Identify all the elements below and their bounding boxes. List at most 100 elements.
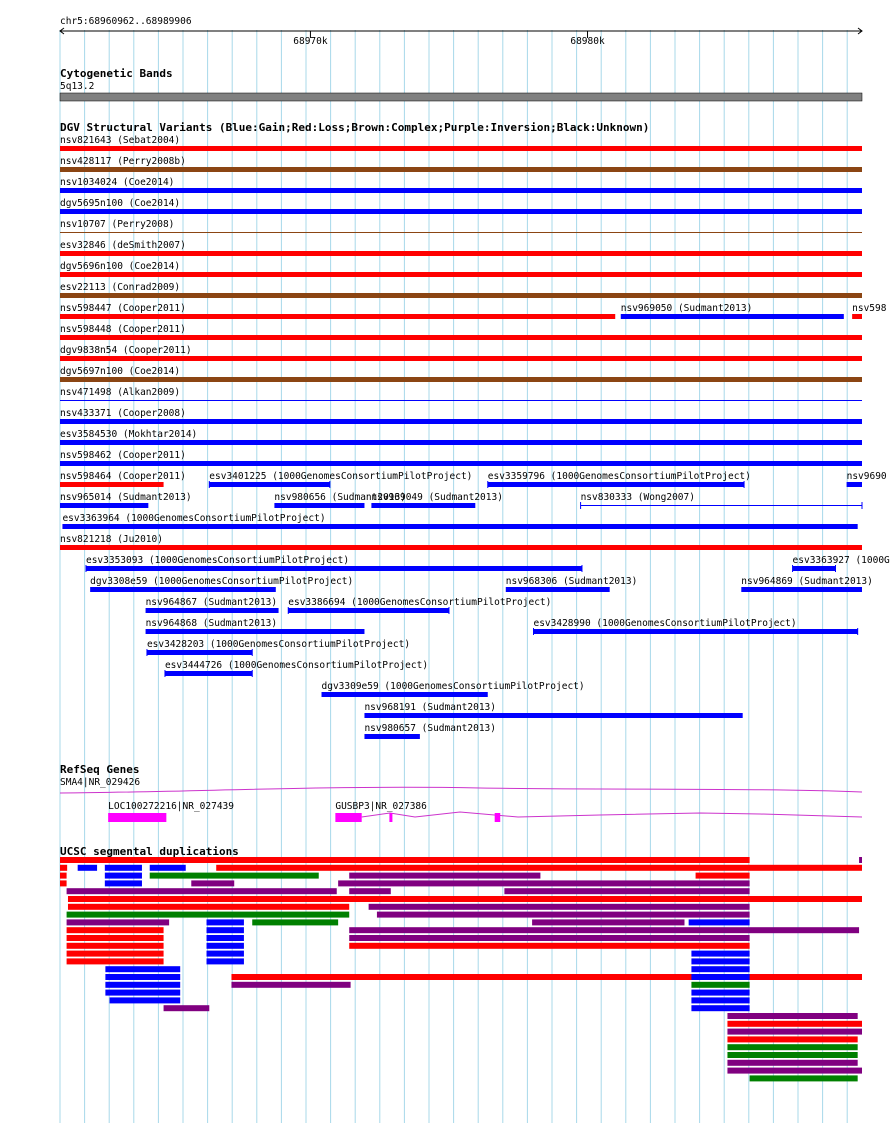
segdup-bar [105,989,181,996]
ruler-axis: 68970k 68980k [59,27,863,47]
segdup-bar [206,942,244,949]
variant-label: nsv965014 (Sudmant2013) [60,492,192,503]
segdup-bar [349,927,860,934]
segdup-bar [77,864,98,871]
variant-bar [60,356,862,361]
variant-label: nsv980656 (Sudmant2013) [274,492,406,503]
gene-label: SMA4|NR_029426 [60,777,140,788]
variant-bar [62,524,858,529]
variant-label: nsv10707 (Perry2008) [60,219,174,230]
variant-label: esv3444726 (1000GenomesConsortiumPilotPr… [165,660,428,671]
variant-bar [145,608,279,613]
gene-exon [335,813,362,822]
variant-bar [60,251,862,256]
segdup-bar [349,872,541,879]
variant-bar [846,482,862,487]
gene-label: LOC100272216|NR_027439 [108,801,234,812]
segdup-bar [67,896,862,902]
variant-label: nsv830333 (Wong2007) [581,492,695,503]
segdup-bar [60,864,68,871]
variant-label: nsv821643 (Sebat2004) [60,135,180,146]
variant-label: nsv9690 [847,471,887,482]
gene-label: GUSBP3|NR_027386 [335,801,427,812]
segdup-bar [691,997,750,1004]
variant-bar [90,587,276,592]
segdup-bar [231,974,862,980]
segdup-bar [368,903,750,910]
variant-bar [60,188,862,193]
segdup-bar [727,1036,858,1043]
variant-label: nsv980657 (Sudmant2013) [364,723,496,734]
segdup-bar [66,942,164,949]
segdup-bar [859,857,862,863]
segdup-bar [231,981,351,988]
variant-label: nsv969049 (Sudmant2013) [371,492,503,503]
segdup-bar [727,1013,858,1019]
variant-label: nsv969050 (Sudmant2013) [621,303,753,314]
dgv-structural-variants-track: DGV Structural Variants (Blue:Gain;Red:L… [60,121,890,739]
ruler-tick-label: 68980k [570,36,605,47]
variant-bar [60,482,164,487]
segdup-bar [66,927,164,934]
segdup-bar [66,935,164,941]
variant-bar [364,713,743,718]
segdup-bar [206,958,244,965]
variant-label: nsv471498 (Alkan2009) [60,387,180,398]
segdup-bar [206,935,244,941]
segdup-bar [206,919,244,926]
segdup-bar [66,919,170,926]
variant-bar [60,314,616,319]
segdup-bar [216,864,862,871]
segdup-bar [66,950,164,957]
variant-label: nsv964867 (Sudmant2013) [146,597,278,608]
variant-bar [321,692,488,697]
segdup-bar [105,981,181,988]
segdup-bar [691,958,750,965]
variant-label: nsv968191 (Sudmant2013) [364,702,496,713]
variant-label: esv3363964 (1000GenomesConsortiumPilotPr… [62,513,325,524]
segdup-bar [727,1059,858,1066]
variant-bar [364,734,420,739]
ruler: chr5:68960962..68989906 68970k 68980k [59,16,863,47]
variant-bar [60,400,862,401]
variant-bar [505,587,610,592]
segdup-bar [749,1075,858,1082]
segdup-bar [727,1020,862,1027]
variant-label: esv3386694 (1000GenomesConsortiumPilotPr… [288,597,551,608]
segdup-bar [727,1052,858,1058]
segdup-bar [66,888,337,895]
variant-label: nsv821218 (Ju2010) [60,534,163,545]
variant-label: nsv1034024 (Coe2014) [60,177,174,188]
variant-label: esv3359796 (1000GenomesConsortiumPilotPr… [488,471,751,482]
segdup-bar [191,880,235,887]
refseq-genes-track: RefSeq Genes SMA4|NR_029426 LOC100272216|… [59,763,863,822]
segdup-bar [727,1067,862,1074]
segdup-bar [691,981,750,988]
cytoband-bar [59,92,863,102]
variant-bar [145,629,365,634]
segdup-bar [66,958,164,965]
location-label: chr5:68960962..68989906 [60,16,192,27]
variant-label: esv3428203 (1000GenomesConsortiumPilotPr… [147,639,410,650]
variant-label: nsv964868 (Sudmant2013) [146,618,278,629]
segdup-bar [688,919,750,926]
variant-bar [60,167,862,172]
segdup-bar [163,1005,210,1012]
variant-label: nsv598464 (Cooper2011) [60,471,186,482]
ruler-left-arrow [59,27,65,35]
segdup-bar [691,1005,750,1012]
variant-label: nsv598462 (Cooper2011) [60,450,186,461]
segdup-bar [60,880,67,887]
variant-label: esv3401225 (1000GenomesConsortiumPilotPr… [209,471,472,482]
ruler-right-arrow [857,27,863,35]
segdup-bar [349,942,750,949]
segdup-bar [105,966,181,973]
segdup-bar [252,919,339,926]
variant-label: dgv5695n100 (Coe2014) [60,198,180,209]
variant-bar [274,503,365,508]
segdup-bar [104,880,142,887]
variant-bar [60,503,149,508]
segdup-bar [691,989,750,996]
variant-label: dgv5697n100 (Coe2014) [60,366,180,377]
